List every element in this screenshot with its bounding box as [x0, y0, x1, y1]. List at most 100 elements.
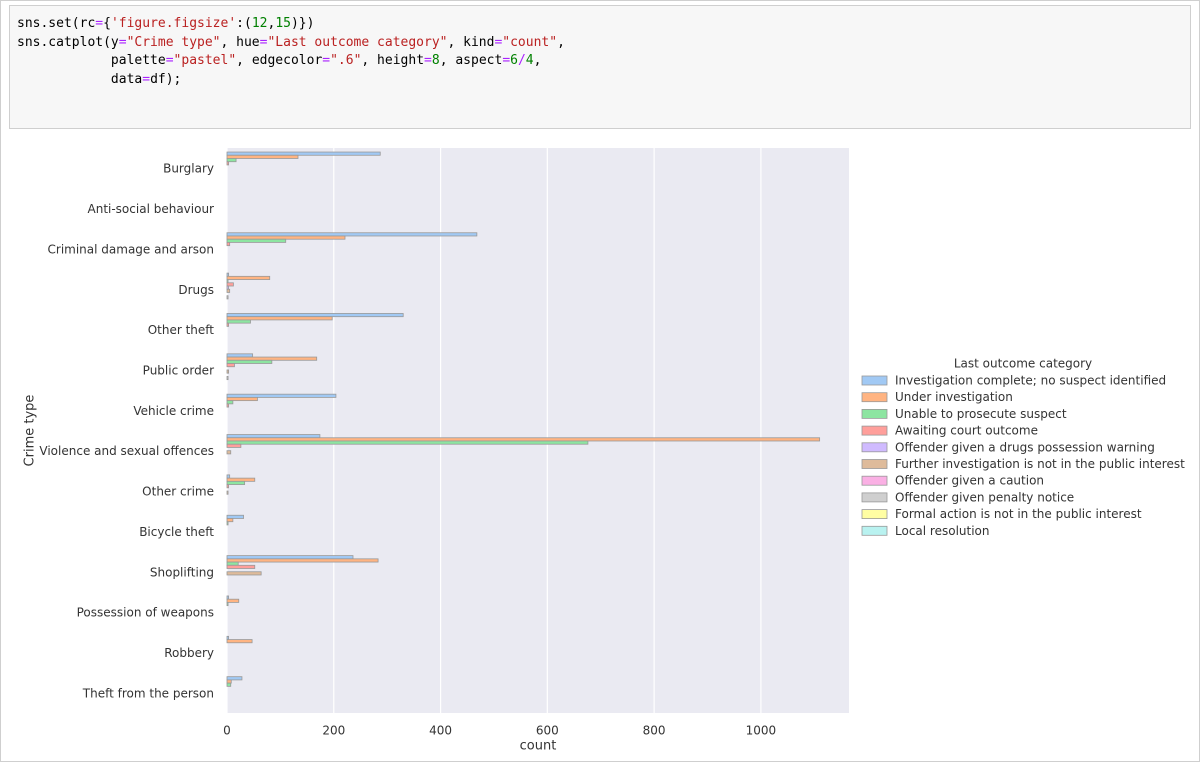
- y-axis-label: Crime type: [23, 395, 38, 467]
- code-line: sns.set(rc={'figure.figsize':(12,15)}): [17, 15, 1183, 34]
- bar: [226, 558, 379, 563]
- bar: [226, 158, 237, 163]
- code-token: "Last outcome category": [267, 34, 448, 50]
- bar: [226, 403, 230, 408]
- bar: [226, 639, 253, 644]
- legend-swatch: [861, 442, 888, 453]
- bar: [226, 288, 231, 293]
- code-token: "pastel": [173, 53, 237, 68]
- code-token: 6: [510, 53, 518, 68]
- bar: [226, 154, 299, 159]
- bar: [226, 359, 273, 364]
- code-line: data=df);: [17, 71, 1183, 90]
- code-token: df);: [150, 71, 182, 87]
- code-token: , hue: [220, 34, 260, 50]
- y-tick-label: Bicycle theft: [139, 525, 214, 539]
- bar: [226, 602, 229, 607]
- bar: [226, 369, 230, 374]
- code-cell[interactable]: sns.set(rc={'figure.figsize':(12,15)}) sn…: [9, 5, 1191, 129]
- bar: [226, 518, 234, 523]
- code-token: 8: [431, 53, 440, 68]
- bar: [226, 440, 589, 445]
- legend-label: Offender given a caution: [895, 474, 1044, 488]
- bar: [226, 443, 242, 448]
- bar: [226, 151, 381, 156]
- legend-title: Last outcome category: [954, 357, 1092, 371]
- bar: [226, 571, 262, 576]
- code-token: ,: [557, 34, 565, 50]
- bar: [226, 393, 337, 398]
- x-tick-label: 0: [223, 724, 231, 738]
- legend-label: Under investigation: [895, 390, 1013, 404]
- bar: [226, 595, 230, 600]
- code-token: ".6": [330, 53, 362, 68]
- legend-swatch: [861, 525, 888, 536]
- bar: [226, 484, 230, 489]
- y-tick-label: Public order: [143, 363, 214, 377]
- y-tick-label: Vehicle crime: [133, 404, 214, 418]
- legend-swatch: [861, 392, 888, 403]
- code-token: "count": [502, 34, 558, 50]
- bar: [226, 316, 333, 321]
- legend-label: Unable to prosecute suspect: [895, 407, 1067, 421]
- legend-label: Further investigation is not in the publ…: [895, 457, 1185, 471]
- bar: [226, 450, 232, 455]
- code-token: data: [17, 71, 143, 87]
- code-token: :(: [236, 16, 252, 31]
- bar: [226, 232, 478, 237]
- code-token: 4: [525, 53, 534, 68]
- legend-label: Investigation complete; no suspect ident…: [895, 374, 1166, 388]
- code-token: =: [165, 53, 174, 68]
- code-token: ,: [267, 16, 276, 31]
- code-token: {: [103, 16, 111, 31]
- y-tick-label: Possession of weapons: [77, 606, 214, 620]
- legend-label: Local resolution: [895, 524, 990, 538]
- code-token: 12: [251, 16, 268, 31]
- code-token: /: [517, 53, 526, 68]
- bar: [226, 272, 230, 277]
- x-tick-label: 600: [536, 724, 559, 738]
- plot-background: [227, 148, 849, 713]
- bar: [226, 376, 229, 381]
- legend-swatch: [861, 425, 888, 436]
- y-tick-label: Burglary: [163, 162, 214, 176]
- bar: [226, 235, 346, 240]
- legend-swatch: [861, 475, 888, 486]
- bar: [226, 313, 404, 318]
- bar: [226, 555, 354, 560]
- x-tick-label: 800: [643, 724, 666, 738]
- code-token: =: [142, 71, 151, 87]
- bar: [226, 679, 232, 684]
- bar: [226, 598, 240, 603]
- code-token: , edgecolor: [236, 53, 323, 68]
- code-token: , kind: [447, 34, 495, 50]
- x-tick-label: 400: [429, 724, 452, 738]
- bar: [226, 242, 231, 247]
- bar: [226, 514, 244, 519]
- bar: [226, 356, 318, 361]
- bar: [226, 564, 256, 569]
- code-line: palette="pastel", edgecolor=".6", height…: [17, 52, 1183, 71]
- y-tick-label: Other theft: [148, 323, 215, 337]
- bar: [226, 319, 251, 324]
- y-tick-label: Other crime: [142, 485, 214, 499]
- code-token: =: [494, 34, 503, 50]
- bar: [226, 400, 234, 405]
- bar: [226, 434, 321, 439]
- y-tick-label: Theft from the person: [82, 686, 214, 700]
- bar: [226, 322, 230, 327]
- bar: [226, 480, 246, 485]
- code-token: =: [259, 34, 268, 50]
- x-axis-label: count: [520, 739, 557, 754]
- legend-swatch: [861, 375, 888, 386]
- code-token: =: [424, 53, 432, 68]
- bar: [226, 282, 234, 287]
- y-tick-label: Anti-social behaviour: [88, 202, 215, 216]
- bar: [226, 474, 231, 479]
- bar: [226, 275, 271, 280]
- bar: [226, 363, 235, 368]
- x-tick-label: 1000: [746, 724, 777, 738]
- y-tick-label: Robbery: [164, 646, 214, 660]
